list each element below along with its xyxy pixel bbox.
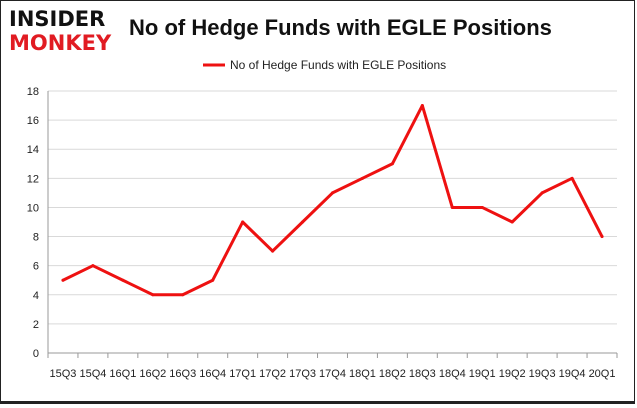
x-tick-label: 19Q2: [499, 368, 526, 380]
x-tick-label: 16Q2: [139, 368, 166, 380]
legend: No of Hedge Funds with EGLE Positions: [203, 58, 446, 72]
data-point: [480, 205, 484, 209]
x-tick-label: 15Q3: [50, 368, 77, 380]
x-tick-label: 16Q3: [169, 368, 196, 380]
x-tick-label: 16Q4: [199, 368, 226, 380]
data-point: [121, 278, 125, 282]
y-tick-label: 18: [27, 86, 39, 98]
series-line: [61, 104, 604, 297]
data-point: [390, 162, 394, 166]
axes: [47, 91, 618, 358]
x-tick-label: 19Q1: [469, 368, 496, 380]
y-tick-label: 14: [27, 144, 39, 156]
x-tick-label: 18Q4: [439, 368, 466, 380]
gridlines: [48, 90, 617, 354]
y-tick-label: 10: [27, 202, 39, 214]
x-tick-labels: 15Q3 15Q4 16Q1 16Q2 16Q3 16Q4 17Q1 17Q2 17Q3 17Q4…: [50, 368, 616, 380]
x-tick-label: 18Q2: [379, 368, 406, 380]
logo-line1: INSIDER: [9, 7, 106, 31]
legend-label: No of Hedge Funds with EGLE Positions: [230, 58, 446, 72]
x-tick-label: 20Q1: [589, 368, 616, 380]
data-point: [271, 249, 275, 253]
data-point: [540, 191, 544, 195]
data-point: [360, 176, 364, 180]
x-tick-label: 19Q4: [559, 368, 586, 380]
y-tick-label: 0: [33, 348, 39, 360]
y-tick-labels: 0 2 4 6 8 10 12 14 16 18: [27, 86, 39, 360]
y-tick-label: 16: [27, 115, 39, 127]
data-point: [331, 191, 334, 195]
x-tick-label: 17Q2: [259, 368, 286, 380]
data-point: [570, 176, 574, 180]
data-point: [181, 293, 185, 297]
x-tick-label: 17Q1: [229, 368, 256, 380]
data-point: [91, 264, 95, 268]
y-tick-label: 8: [33, 232, 39, 244]
data-point: [420, 104, 424, 108]
x-tick-label: 18Q1: [349, 368, 376, 380]
series-lines: [61, 104, 604, 297]
data-point: [241, 220, 245, 224]
x-tick-label: 17Q4: [319, 368, 346, 380]
y-tick-label: 2: [33, 319, 39, 331]
data-point: [600, 235, 604, 239]
x-tick-label: 17Q3: [289, 368, 316, 380]
x-tick-label: 18Q3: [409, 368, 436, 380]
chart-title: No of Hedge Funds with EGLE Positions: [129, 15, 552, 40]
y-tick-label: 6: [33, 261, 39, 273]
x-tick-label: 19Q3: [529, 368, 556, 380]
data-point: [301, 220, 305, 224]
x-tick-label: 15Q4: [79, 368, 106, 380]
y-tick-label: 12: [27, 173, 39, 185]
insider-monkey-logo: INSIDER MONKEY: [9, 7, 119, 57]
data-point: [450, 205, 454, 209]
data-point: [61, 278, 65, 282]
logo-line2: MONKEY: [9, 31, 112, 55]
x-tick-label: 16Q1: [109, 368, 136, 380]
y-tick-label: 4: [33, 290, 39, 302]
data-point: [211, 278, 215, 282]
data-point: [510, 220, 514, 224]
data-point: [151, 293, 155, 297]
